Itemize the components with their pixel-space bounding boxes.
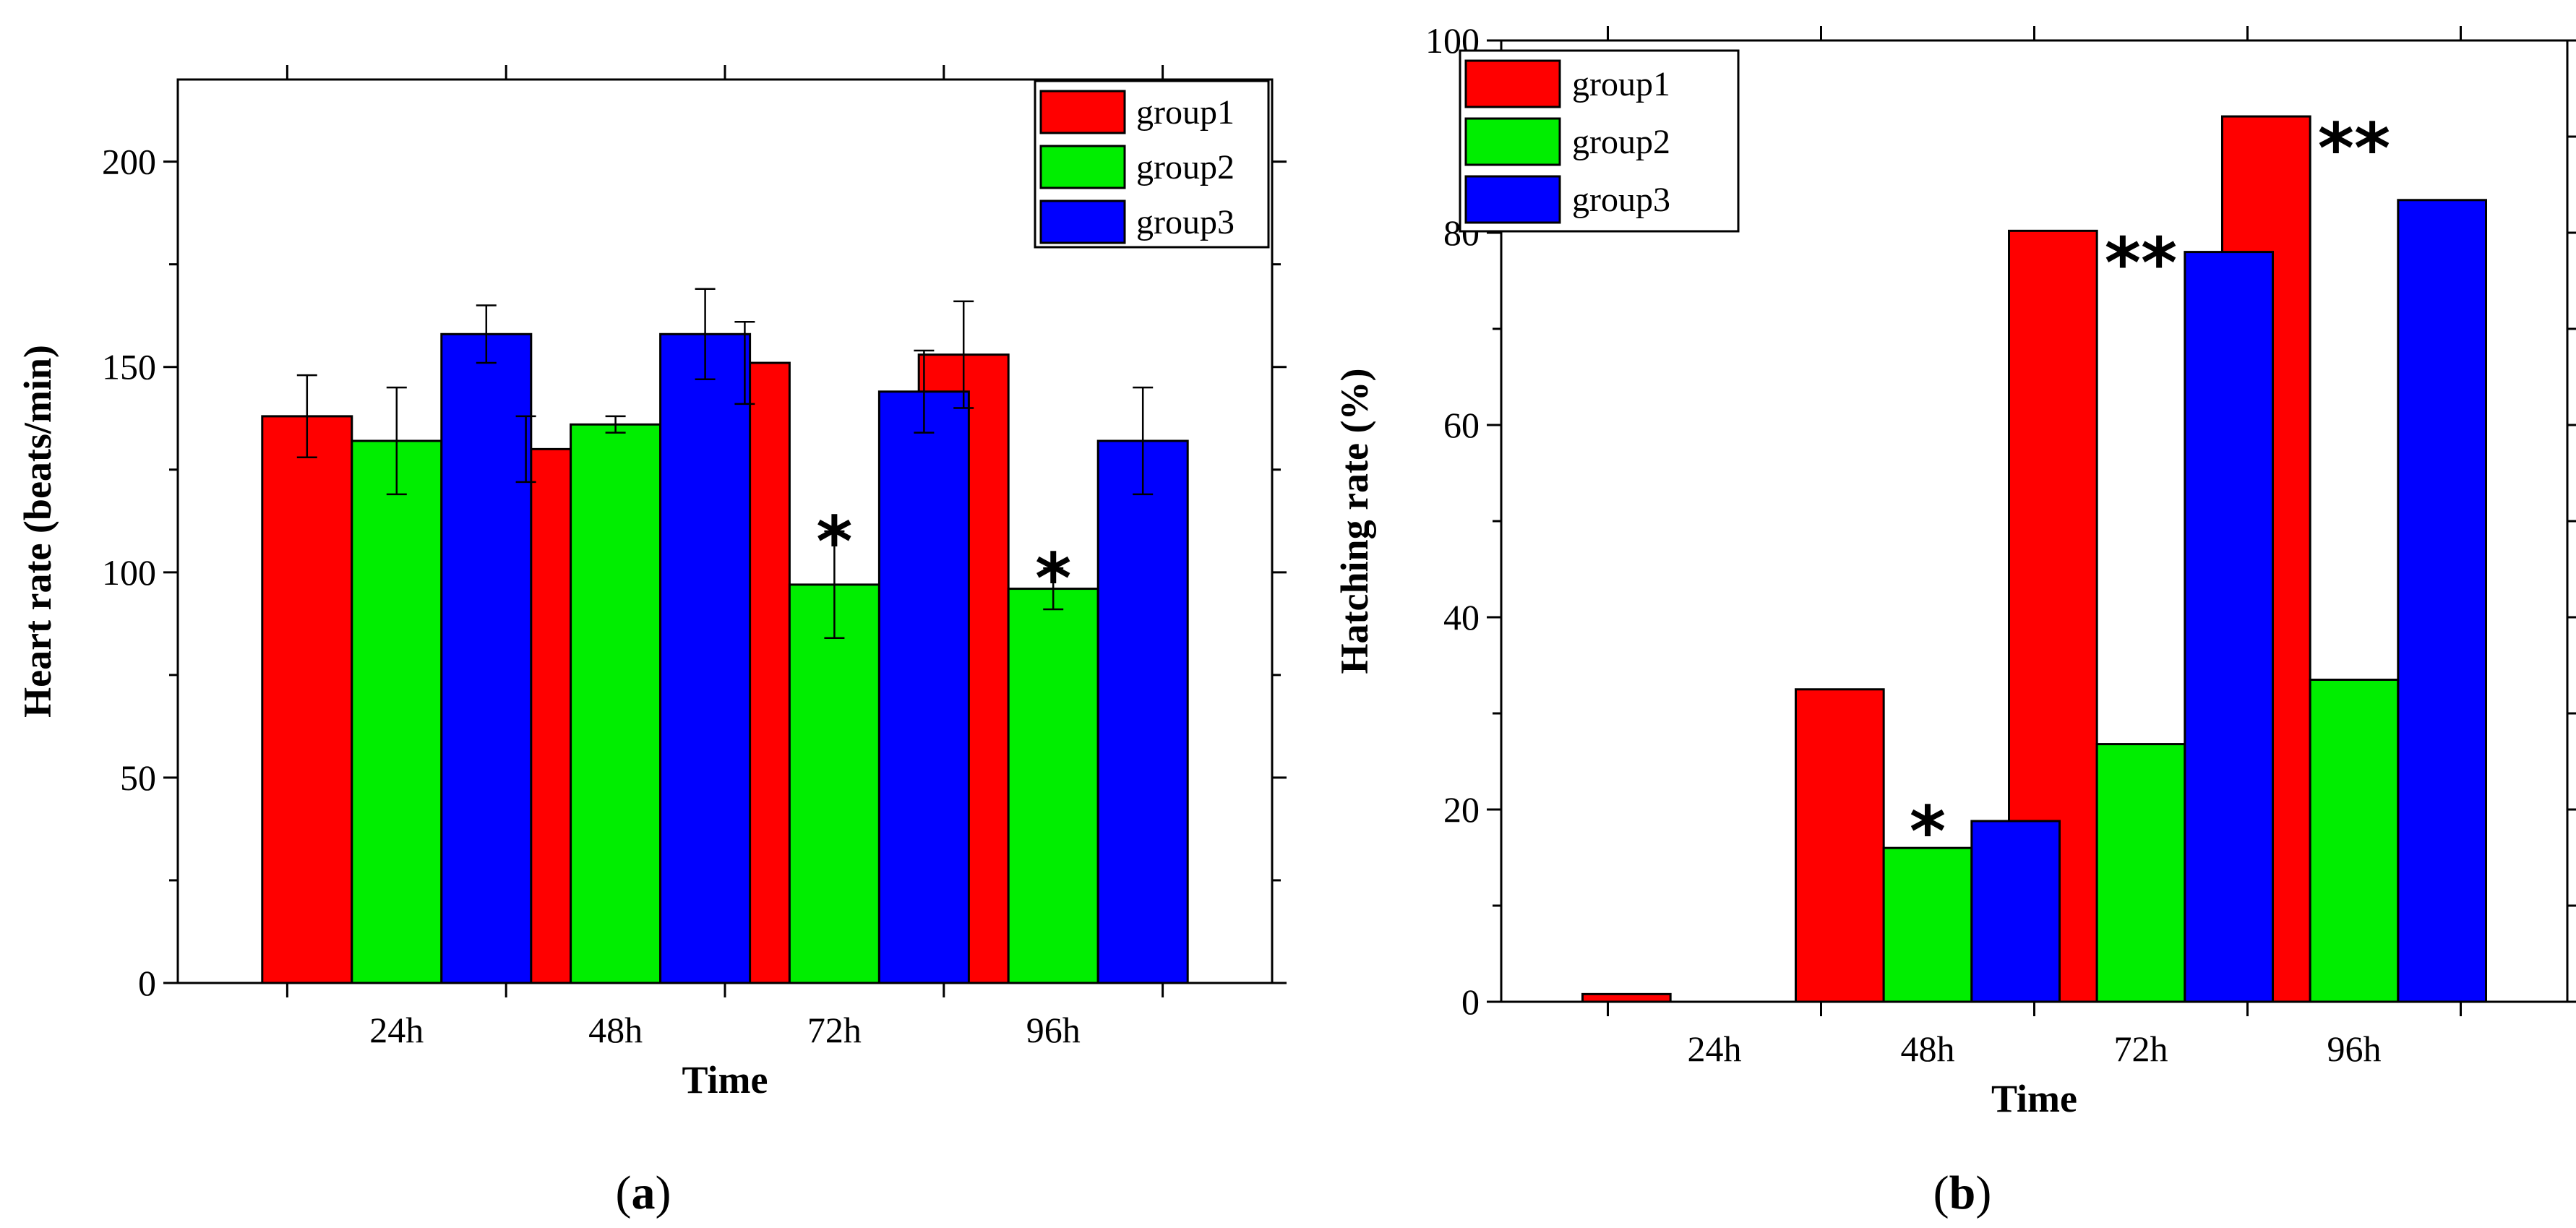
significance-marker: ** xyxy=(2105,223,2177,304)
bar-group2-48h xyxy=(570,423,662,984)
caption-open-paren: ( xyxy=(1933,1167,1949,1219)
y-tick-label: 100 xyxy=(102,552,156,593)
error-bar-group2-96h xyxy=(1043,567,1064,611)
legend-swatch-group2 xyxy=(1039,145,1126,189)
bar-group3-24h xyxy=(440,332,533,984)
x-tick-label: 96h xyxy=(2327,1029,2382,1069)
bar-group2-72h xyxy=(2095,743,2186,1003)
y-tick-label: 0 xyxy=(138,963,156,1003)
caption-letter: b xyxy=(1949,1167,1976,1219)
error-bar-group2-48h xyxy=(605,415,626,434)
legend-label-group2: group2 xyxy=(1572,123,1670,161)
y-tick-label: 60 xyxy=(1443,405,1480,445)
bar-group3-96h xyxy=(2397,199,2487,1003)
legend-swatch-group1 xyxy=(1039,90,1126,134)
y-tick-label: 40 xyxy=(1443,597,1480,637)
x-tick-label: 72h xyxy=(807,1010,862,1050)
y-tick-label: 50 xyxy=(120,757,156,798)
x-tick-label: 48h xyxy=(588,1010,643,1050)
legend-label-group1: group1 xyxy=(1136,93,1235,132)
bar-group3-72h xyxy=(877,390,970,984)
error-bar-group2-24h xyxy=(386,386,407,496)
x-tick-label: 72h xyxy=(2114,1029,2168,1069)
bar-group2-48h xyxy=(1882,846,1973,1003)
x-axis-title: Time xyxy=(682,1058,768,1102)
y-axis-title: Hatching rate (%) xyxy=(1333,369,1376,674)
x-tick-label: 48h xyxy=(1901,1029,1955,1069)
caption-letter: a xyxy=(632,1167,656,1219)
significance-marker: * xyxy=(1035,538,1071,619)
x-tick-label: 24h xyxy=(369,1010,424,1050)
x-axis-title: Time xyxy=(1991,1077,2077,1120)
error-bar-group1-72h xyxy=(734,320,755,405)
legend-label-group1: group1 xyxy=(1572,65,1670,103)
legend-label-group3: group3 xyxy=(1136,203,1235,241)
bar-group1-24h xyxy=(261,415,353,984)
legend-swatch-group1 xyxy=(1464,59,1561,108)
legend: group1 group2 group3 xyxy=(1459,49,1740,233)
error-bar-group3-48h xyxy=(695,288,716,381)
legend-label-group2: group2 xyxy=(1136,148,1235,186)
y-axis-title: Heart rate (beats/min) xyxy=(16,345,59,718)
x-tick-label: 96h xyxy=(1026,1010,1081,1050)
caption-close-paren: ) xyxy=(656,1167,671,1219)
bar-group2-96h xyxy=(1007,588,1099,984)
significance-marker: * xyxy=(816,502,852,583)
bar-group3-72h xyxy=(2184,251,2274,1003)
caption-open-paren: ( xyxy=(616,1167,632,1219)
x-tick-label: 24h xyxy=(1688,1029,1742,1069)
legend-swatch-group3 xyxy=(1039,199,1126,244)
bar-group1-24h xyxy=(1581,992,1672,1003)
error-bar-group2-72h xyxy=(824,530,845,639)
y-tick-label: 20 xyxy=(1443,789,1480,830)
chart-panel-a: * * 0 50 100 150 200 24h 48h 72h 96h Time Heart rate… xyxy=(16,65,1287,1219)
bar-group1-48h xyxy=(1795,688,1885,1003)
error-bar-group3-96h xyxy=(1133,386,1154,496)
bar-group3-48h xyxy=(1970,820,2061,1003)
y-tick-label: 200 xyxy=(102,142,156,182)
bar-group3-96h xyxy=(1096,439,1189,984)
error-bar-group1-24h xyxy=(296,374,317,458)
error-bar-group1-48h xyxy=(515,415,536,484)
bar-group2-96h xyxy=(2309,678,2400,1003)
bar-group2-24h xyxy=(351,439,443,984)
bar-group3-48h xyxy=(659,332,752,984)
panel-caption: (b) xyxy=(1933,1167,1992,1219)
caption-close-paren: ) xyxy=(1975,1167,1991,1219)
error-bar-group3-24h xyxy=(476,304,497,364)
legend-swatch-group3 xyxy=(1464,175,1561,224)
legend-swatch-group2 xyxy=(1464,117,1561,166)
legend-label-group3: group3 xyxy=(1572,181,1670,219)
error-bar-group3-72h xyxy=(914,349,935,434)
legend: group1 group2 group3 xyxy=(1034,80,1270,249)
significance-marker: * xyxy=(1910,791,1946,872)
y-tick-label: 150 xyxy=(102,347,156,387)
error-bar-group1-96h xyxy=(953,300,974,409)
panel-caption: (a) xyxy=(616,1167,671,1219)
bar-group2-72h xyxy=(788,583,880,984)
y-tick-label: 0 xyxy=(1461,982,1480,1022)
significance-marker: ** xyxy=(2318,108,2390,189)
